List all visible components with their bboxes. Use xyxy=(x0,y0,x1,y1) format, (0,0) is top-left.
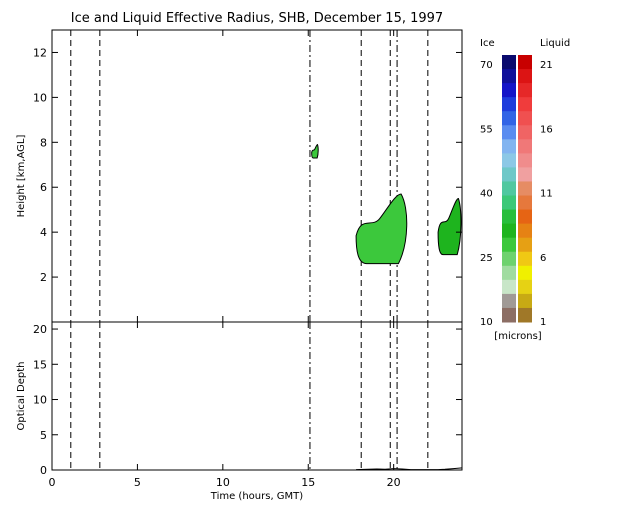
y-tick-label: 0 xyxy=(40,464,47,477)
y-tick-label: 10 xyxy=(33,394,47,407)
colorbar-liquid-swatch xyxy=(518,55,532,70)
colorbar-liquid-tick-label: 6 xyxy=(540,253,546,264)
colorbar-ice-scale xyxy=(502,55,516,323)
top-time-markers xyxy=(70,30,429,322)
colorbar-liquid-swatch xyxy=(518,223,532,239)
colorbar-liquid-tick-label: 1 xyxy=(540,317,546,328)
colorbar-ice-tick-label: 25 xyxy=(480,253,493,264)
y-tick-label: 6 xyxy=(40,181,47,194)
cloud-region xyxy=(311,144,319,159)
colorbar-liquid-swatch xyxy=(518,237,532,253)
colorbar-ice-swatch xyxy=(502,69,516,84)
cloud-region xyxy=(437,197,462,256)
colorbar-ice-ticks: 70 55 40 25 10 xyxy=(480,60,493,328)
y-tick-label: 8 xyxy=(40,136,47,149)
colorbar-liquid-swatch xyxy=(518,167,532,182)
colorbar-ice-swatch xyxy=(502,307,516,323)
colorbar-ice-swatch xyxy=(502,223,516,239)
colorbar-ice-swatch xyxy=(502,55,516,70)
y-tick-label: 15 xyxy=(33,358,47,371)
top-y-axis-label: Height [km,AGL] xyxy=(16,135,27,218)
colorbar-liquid-scale xyxy=(518,55,532,323)
colorbar-liquid-tick-label: 21 xyxy=(540,60,553,71)
optical-depth-panel: 0 5 10 15 20 0 5 10 15 20 Optical Depth Time (ho… xyxy=(16,30,463,502)
colorbar-liquid-swatch xyxy=(518,97,532,112)
bottom-y-axis-label: Optical Depth xyxy=(16,362,27,431)
colorbar-ice-swatch xyxy=(502,279,516,295)
colorbar-liquid-swatch xyxy=(518,181,532,197)
effective-radius-panel: 2 4 6 8 10 12 Height [km,AGL] xyxy=(16,29,463,323)
colorbar-ice-swatch xyxy=(502,125,516,140)
colorbar-liquid-swatch xyxy=(518,307,532,323)
colorbar-liquid-swatch xyxy=(518,279,532,295)
colorbar-liquid-swatch xyxy=(518,195,532,211)
colorbar-liquid-tick-label: 11 xyxy=(540,189,553,200)
x-tick-label: 10 xyxy=(216,476,230,489)
colorbar-ice-label: Ice xyxy=(480,38,495,49)
cloud-region xyxy=(355,193,408,265)
bottom-time-markers xyxy=(70,322,429,470)
colorbar-liquid-swatch xyxy=(518,111,532,126)
cloud-regions xyxy=(311,144,462,265)
colorbar-liquid-swatch xyxy=(518,139,532,154)
colorbar-ice-tick-label: 55 xyxy=(480,124,493,135)
colorbar-ice-swatch xyxy=(502,97,516,112)
colorbar-liquid-swatch xyxy=(518,153,532,168)
chart-title: Ice and Liquid Effective Radius, SHB, De… xyxy=(71,11,443,26)
x-axis-ticks: 0 5 10 15 20 xyxy=(49,30,401,489)
x-tick-label: 0 xyxy=(49,476,56,489)
colorbar-ice-tick-label: 70 xyxy=(480,60,493,71)
colorbar-ice-swatch xyxy=(502,209,516,225)
bottom-plot-frame xyxy=(51,321,463,471)
colorbar-liquid-swatch xyxy=(518,209,532,225)
colorbar-ice-swatch xyxy=(502,251,516,267)
y-tick-label: 10 xyxy=(33,91,47,104)
colorbar-ice-swatch xyxy=(502,181,516,197)
y-tick-label: 4 xyxy=(40,226,47,239)
y-tick-label: 12 xyxy=(33,46,47,59)
top-plot-frame xyxy=(51,29,463,323)
colorbar-ice-swatch xyxy=(502,153,516,168)
colorbar-ice-swatch xyxy=(502,111,516,126)
colorbar-ice-swatch xyxy=(502,167,516,182)
optical-depth-series-line xyxy=(356,467,463,471)
top-y-axis-ticks: 2 4 6 8 10 12 xyxy=(33,46,462,284)
colorbar-ice-swatch xyxy=(502,265,516,281)
colorbar-ice-tick-label: 10 xyxy=(480,317,493,328)
colorbar-liquid-swatch xyxy=(518,69,532,84)
colorbar-ice-swatch xyxy=(502,195,516,211)
x-tick-label: 5 xyxy=(134,476,141,489)
colorbar-ice-tick-label: 40 xyxy=(480,189,493,200)
colorbar-liquid-label: Liquid xyxy=(540,38,570,49)
colorbar-ice-swatch xyxy=(502,83,516,98)
colorbar-liquid-swatch xyxy=(518,293,532,309)
x-tick-label: 15 xyxy=(301,476,315,489)
colorbar-liquid-tick-label: 16 xyxy=(540,124,553,135)
x-tick-label: 20 xyxy=(387,476,401,489)
y-tick-label: 5 xyxy=(40,429,47,442)
colorbar-liquid-swatch xyxy=(518,265,532,281)
colorbar-ice-swatch xyxy=(502,293,516,309)
x-axis-label: Time (hours, GMT) xyxy=(210,491,304,502)
colorbar-ice-swatch xyxy=(502,237,516,253)
colorbar-liquid-swatch xyxy=(518,251,532,267)
colorbar-liquid-swatch xyxy=(518,83,532,98)
colorbar-units-label: [microns] xyxy=(494,331,541,342)
colorbar-liquid-ticks: 21 16 11 6 1 xyxy=(540,60,553,328)
y-tick-label: 20 xyxy=(33,323,47,336)
colorbar-liquid-swatch xyxy=(518,125,532,140)
colorbar-ice-swatch xyxy=(502,139,516,154)
y-tick-label: 2 xyxy=(40,271,47,284)
bottom-y-axis-ticks: 0 5 10 15 20 xyxy=(33,323,462,477)
colorbar: Ice Liquid 70 55 40 25 10 21 16 11 6 1 [microns] xyxy=(480,38,570,342)
